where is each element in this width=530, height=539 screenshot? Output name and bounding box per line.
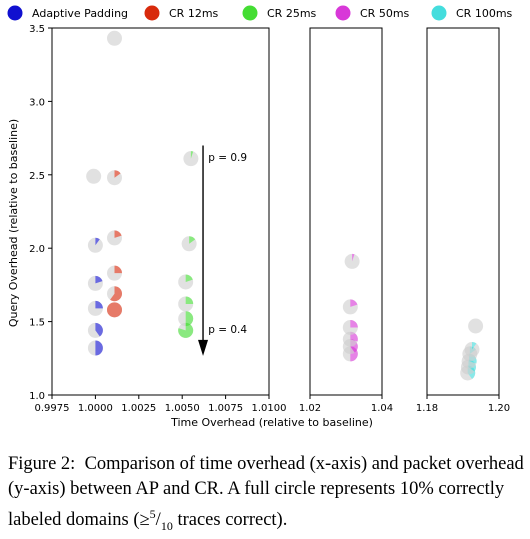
figure-chart: Adaptive Padding CR 12ms CR 25ms CR 50ms CR … — [0, 0, 530, 448]
x-tick-label: 1.20 — [488, 403, 510, 414]
data-point — [88, 341, 103, 356]
caption-denominator: 10 — [161, 519, 173, 533]
y-tick-label: 1.0 — [29, 391, 45, 402]
x-tick-label: 1.0050 — [165, 403, 200, 414]
legend-label: CR 12ms — [169, 7, 219, 20]
y-axis-label: Query Overhead (relative to baseline) — [7, 119, 20, 327]
data-point — [88, 238, 103, 253]
data-point — [182, 236, 197, 251]
legend-marker — [145, 6, 160, 21]
data-point — [86, 169, 101, 184]
x-tick-label: 0.9975 — [35, 403, 70, 414]
point-fill — [107, 302, 122, 317]
point-fill — [350, 320, 358, 328]
data-point — [343, 320, 358, 335]
point-background — [86, 169, 101, 184]
arrow-head — [198, 340, 208, 356]
data-point — [465, 342, 480, 357]
y-tick-label: 3.5 — [29, 24, 45, 35]
data-point — [88, 276, 103, 291]
y-tick-label: 1.5 — [29, 318, 45, 329]
data-point — [107, 302, 122, 317]
x-tick-label: 1.04 — [371, 403, 393, 414]
legend-label: CR 25ms — [267, 7, 317, 20]
x-tick-label: 1.0000 — [78, 403, 113, 414]
annotation-p-0-9: p = 0.9 — [208, 152, 247, 164]
x-tick-label: 1.18 — [416, 403, 438, 414]
legend-item-adaptive-padding: Adaptive Padding — [8, 6, 129, 21]
series-cr-50ms — [343, 254, 360, 361]
caption-text-end: traces correct). — [173, 510, 288, 530]
legend-label: Adaptive Padding — [32, 7, 128, 20]
data-point — [107, 230, 122, 245]
x-tick-label: 1.0025 — [121, 403, 156, 414]
data-point — [88, 323, 103, 338]
data-point — [345, 254, 360, 269]
x-tick-label: 1.0100 — [252, 403, 287, 414]
data-point — [107, 286, 122, 301]
data-point — [343, 299, 358, 314]
data-point — [107, 31, 122, 46]
figure-label: Figure 2: — [8, 454, 75, 474]
point-background — [107, 31, 122, 46]
point-fill — [186, 296, 194, 304]
plot-frame — [427, 28, 499, 395]
data-point — [107, 266, 122, 281]
series-cr-25ms — [178, 151, 198, 338]
data-point — [107, 170, 122, 185]
point-fill — [114, 266, 122, 274]
series-adaptive-padding — [86, 169, 103, 356]
data-point — [468, 319, 483, 334]
data-point — [178, 274, 193, 289]
legend-item-cr-25ms: CR 25ms — [243, 6, 317, 21]
point-background — [468, 319, 483, 334]
legend-item-cr-50ms: CR 50ms — [336, 6, 410, 21]
legend-marker — [432, 6, 447, 21]
point-fill — [95, 341, 103, 356]
chart-panels: 0.9975 1.0000 1.0025 1.0050 1.0075 1.0100 1.0 1… — [29, 24, 510, 414]
panel-1: 0.9975 1.0000 1.0025 1.0050 1.0075 1.0100 1.0 1… — [29, 24, 286, 414]
y-tick-label: 2.5 — [29, 171, 45, 182]
legend-marker — [8, 6, 23, 21]
series-cr-100ms — [460, 319, 483, 381]
x-tick-label: 1.0075 — [208, 403, 243, 414]
data-point — [183, 151, 198, 166]
legend-label: CR 50ms — [360, 7, 410, 20]
series-cr-12ms — [107, 31, 122, 318]
x-tick-label: 1.02 — [299, 403, 321, 414]
point-fill — [186, 311, 194, 326]
plot-frame — [52, 28, 269, 395]
y-tick-label: 3.0 — [29, 97, 45, 108]
caption-ge: ≥ — [140, 510, 150, 530]
legend-item-cr-100ms: CR 100ms — [432, 6, 513, 21]
legend-item-cr-12ms: CR 12ms — [145, 6, 219, 21]
data-point — [178, 296, 193, 311]
x-axis-label: Time Overhead (relative to baseline) — [170, 416, 373, 429]
annotation-p-0-4: p = 0.4 — [208, 324, 247, 336]
figure-caption: Figure 2: Comparison of time overhead (x… — [8, 452, 524, 539]
y-tick-label: 2.0 — [29, 244, 45, 255]
legend: Adaptive Padding CR 12ms CR 25ms CR 50ms CR … — [8, 6, 513, 21]
legend-label: CR 100ms — [456, 7, 513, 20]
legend-marker — [336, 6, 351, 21]
data-point — [178, 311, 193, 326]
data-point — [88, 301, 103, 316]
legend-marker — [243, 6, 258, 21]
point-fill — [95, 301, 103, 309]
